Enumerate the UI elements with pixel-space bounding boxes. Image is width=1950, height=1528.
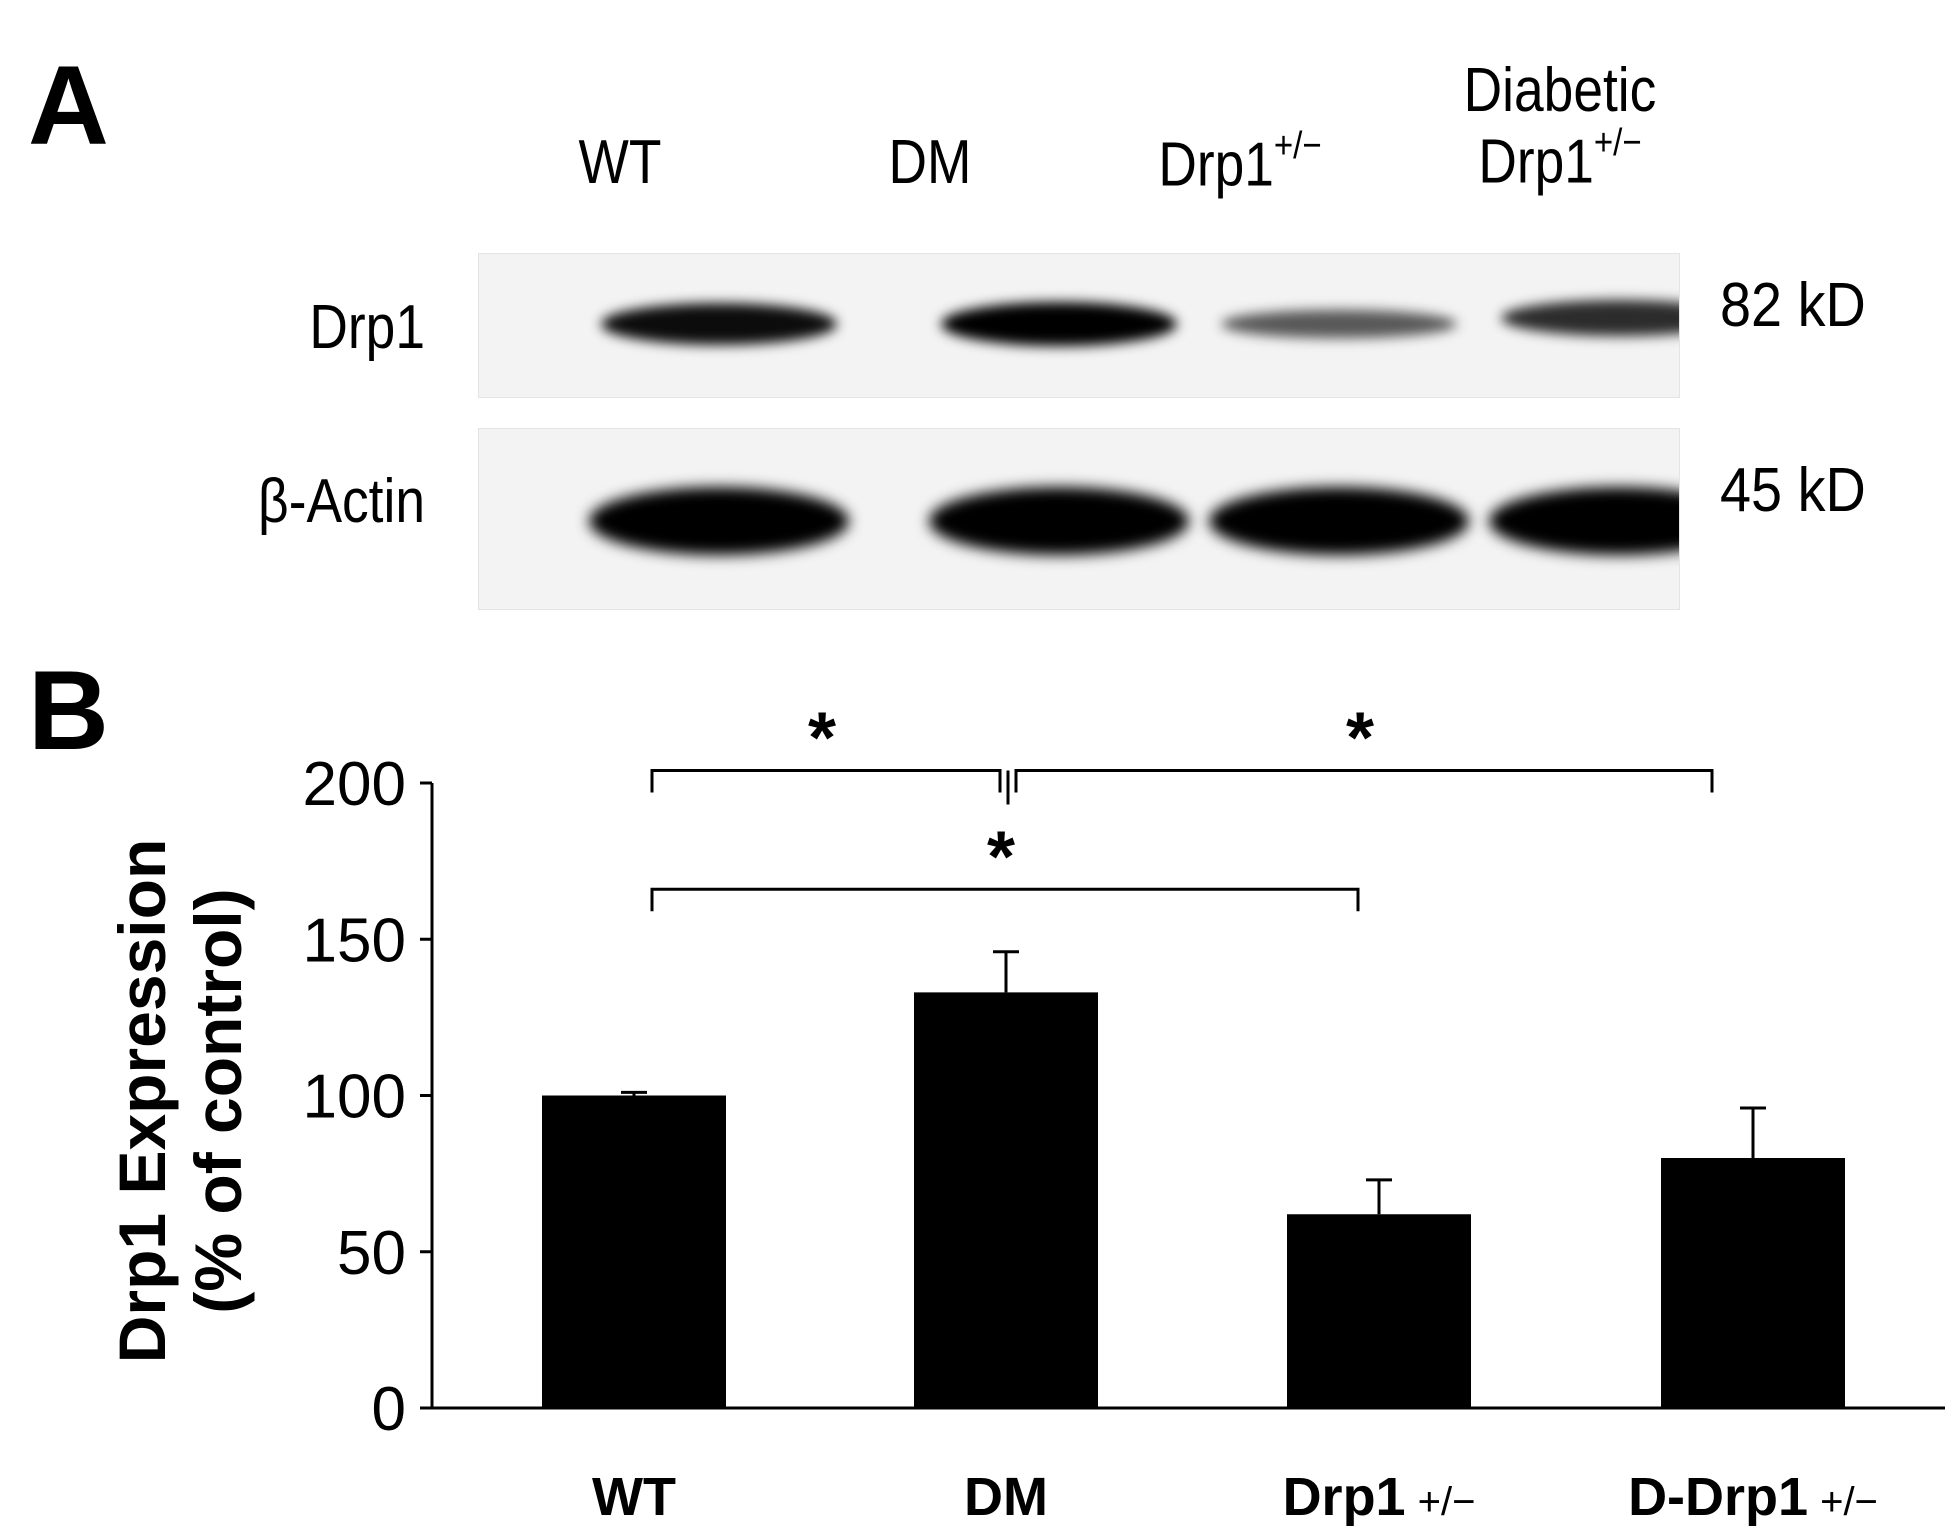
y-tick-label: 100 — [303, 1063, 406, 1132]
x-tick-label: WT — [592, 1467, 676, 1527]
panel-a-label: A — [28, 43, 109, 168]
lane-label-drp1-het: Drp1+/− — [1128, 124, 1352, 200]
lane-label-line2: Drp1+/− — [1440, 121, 1681, 197]
drp1-band — [1221, 309, 1457, 339]
drp1-band — [1501, 299, 1679, 337]
significance-star: * — [987, 817, 1015, 897]
significance-star: * — [1346, 699, 1374, 779]
panel-b-label: B — [28, 648, 109, 773]
drp1-band — [941, 302, 1177, 346]
western-blot-drp1 — [478, 253, 1680, 398]
lane-label-text: DM — [888, 128, 972, 197]
y-tick-label: 0 — [372, 1375, 406, 1444]
lane-label-wt: WT — [534, 130, 706, 195]
bar — [1287, 1214, 1471, 1408]
actin-band — [589, 487, 849, 555]
significance-bracket-line — [650, 887, 1360, 912]
actin-band — [1209, 487, 1469, 555]
significance-bracket-line — [1014, 769, 1714, 793]
x-tick-label-suffix: +/− — [1820, 1480, 1878, 1524]
blot-row-label-drp1: Drp1 — [309, 293, 425, 362]
lane-label-text: WT — [578, 128, 662, 197]
x-tick-label: DM — [964, 1467, 1048, 1527]
lane-label-diabetic-drp1-het: Diabetic Drp1+/− — [1440, 58, 1681, 195]
bar — [542, 1095, 726, 1408]
lane-label-dm: DM — [844, 130, 1016, 195]
size-marker-45kd: 45 kD — [1720, 456, 1866, 525]
x-tick-label-main: DM — [964, 1467, 1048, 1527]
y-axis-label: Drp1 Expression(% of control) — [105, 839, 255, 1364]
significance-bracket: * — [1014, 699, 1714, 793]
significance-bracket: * — [650, 817, 1360, 912]
bar — [914, 992, 1098, 1408]
lane-label-text: Drp1 — [1158, 130, 1274, 200]
x-tick-label-main: D-Drp1 — [1628, 1467, 1808, 1527]
size-marker-82kd: 82 kD — [1720, 271, 1866, 340]
x-tick-label-main: Drp1 — [1283, 1467, 1406, 1527]
significance-star: * — [808, 699, 836, 779]
actin-band — [1489, 487, 1679, 555]
significance-bracket-line — [650, 769, 1002, 793]
x-tick-label-suffix: +/− — [1418, 1480, 1476, 1524]
lane-label-text: Drp1 — [1478, 127, 1594, 197]
significance-bracket: * — [650, 699, 1002, 793]
bar — [1661, 1158, 1845, 1408]
actin-band — [929, 487, 1189, 555]
y-axis-label-line2: (% of control) — [181, 888, 255, 1313]
x-tick-label: Drp1 +/− — [1283, 1467, 1476, 1527]
blot-row-label-actin: β-Actin — [258, 467, 425, 536]
western-blot-actin — [478, 428, 1680, 610]
x-tick-label: D-Drp1 +/− — [1628, 1467, 1878, 1527]
lane-label-superscript: +/− — [1593, 121, 1642, 165]
y-tick-label: 200 — [303, 750, 406, 819]
bar-chart: 0 50 100 150 200 Drp1 Expression(% of control… — [105, 699, 1945, 1527]
lane-label-superscript: +/− — [1273, 124, 1322, 167]
y-tick-label: 150 — [303, 906, 406, 975]
drp1-band — [601, 303, 837, 345]
lane-label-line1: Diabetic — [1463, 56, 1657, 125]
y-axis-label-line1: Drp1 Expression — [105, 839, 179, 1364]
x-tick-label-main: WT — [592, 1467, 676, 1527]
y-tick-label: 50 — [337, 1219, 406, 1288]
